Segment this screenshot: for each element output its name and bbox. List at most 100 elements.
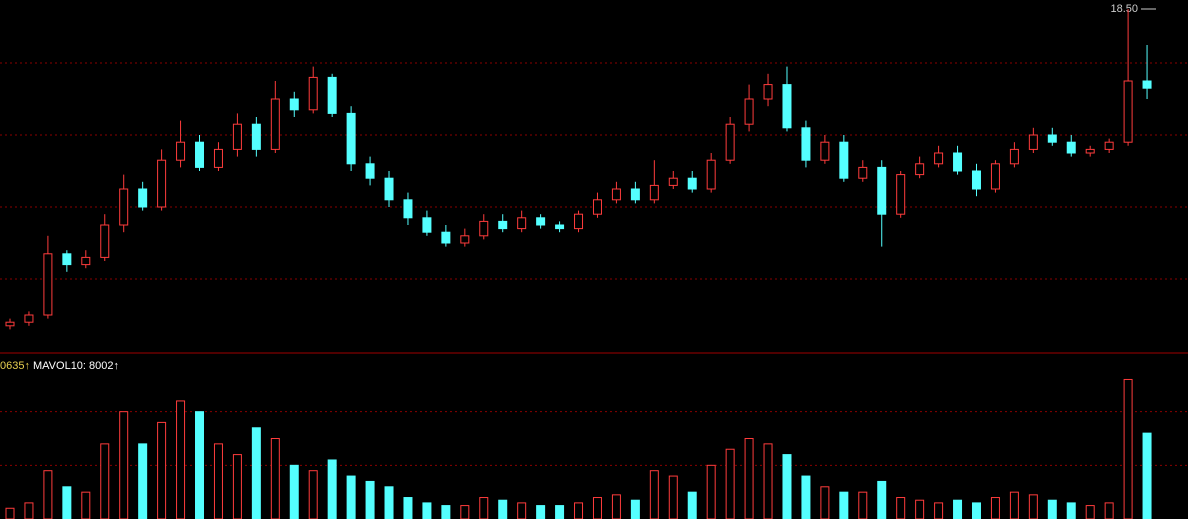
- candle-body: [630, 188, 640, 201]
- candle-body: [1085, 148, 1095, 154]
- volume-bar: [763, 443, 773, 519]
- candle-body: [763, 84, 773, 100]
- volume-bar: [81, 491, 91, 519]
- candle-body: [611, 188, 621, 201]
- candle-body: [574, 213, 584, 230]
- candle-body: [896, 174, 906, 215]
- candle-body: [384, 177, 394, 201]
- candle-body: [365, 163, 375, 179]
- volume-bar: [346, 475, 356, 519]
- volume-bar: [555, 505, 565, 519]
- volume-bar: [138, 443, 148, 519]
- volume-bar: [915, 499, 925, 519]
- volume-bar: [251, 427, 261, 519]
- volume-bar: [839, 491, 849, 519]
- candle-body: [308, 76, 318, 111]
- volume-bar: [100, 443, 110, 519]
- volume-bar: [592, 497, 602, 519]
- candle-body: [782, 84, 792, 129]
- volume-bar: [1009, 491, 1019, 519]
- candle-body: [706, 159, 716, 190]
- candle-body: [555, 224, 565, 230]
- volume-bar: [517, 502, 527, 519]
- candle-body: [232, 123, 242, 150]
- candle-body: [479, 220, 489, 237]
- volume-bar: [308, 470, 318, 519]
- volume-bar: [403, 497, 413, 519]
- candle-body: [1104, 141, 1114, 150]
- volume-bar: [327, 459, 337, 519]
- volume-bar: [801, 475, 811, 519]
- candle-body: [1123, 80, 1133, 143]
- volume-bar: [195, 411, 205, 519]
- volume-bar: [744, 438, 754, 519]
- candle-body: [877, 166, 887, 215]
- volume-bar: [498, 499, 508, 519]
- candle-body: [687, 177, 697, 190]
- candle-body: [498, 220, 508, 230]
- volume-bar: [460, 505, 470, 519]
- volume-bar: [365, 480, 375, 519]
- volume-bar: [574, 502, 584, 519]
- candle-body: [195, 141, 205, 168]
- candle-body: [934, 152, 944, 165]
- candle-body: [1009, 148, 1019, 165]
- candle-body: [213, 148, 223, 168]
- volume-bar: [1066, 502, 1076, 519]
- candle-body: [971, 170, 981, 190]
- candle-body: [592, 199, 602, 215]
- candle-body: [725, 123, 735, 161]
- volume-bar: [289, 464, 299, 519]
- candle-body: [1142, 80, 1152, 89]
- volume-bar: [441, 505, 451, 519]
- volume-bar: [213, 443, 223, 519]
- volume-bar: [232, 454, 242, 519]
- candle-body: [536, 217, 546, 226]
- volume-bar: [953, 499, 963, 519]
- candle-body: [100, 224, 110, 258]
- candle-body: [327, 76, 337, 114]
- candle-body: [251, 123, 261, 150]
- candle-body: [403, 199, 413, 219]
- volume-bar: [422, 502, 432, 519]
- candle-body: [1028, 134, 1038, 150]
- candle-body: [176, 141, 186, 161]
- candle-body: [801, 127, 811, 161]
- candle-body: [668, 177, 678, 186]
- volume-bar: [896, 497, 906, 519]
- volume-bar: [62, 486, 72, 519]
- volume-bar: [630, 499, 640, 519]
- volume-bar: [668, 475, 678, 519]
- candle-body: [62, 253, 72, 266]
- candle-body: [1047, 134, 1057, 143]
- volume-bar: [934, 502, 944, 519]
- candle-body: [990, 163, 1000, 190]
- candle-body: [649, 184, 659, 201]
- volume-bar: [877, 480, 887, 519]
- volume-bar: [971, 502, 981, 519]
- candle-body: [5, 321, 15, 327]
- candle-body: [270, 98, 280, 150]
- volume-bar: [270, 438, 280, 519]
- candle-body: [24, 314, 34, 323]
- candle-body: [81, 256, 91, 266]
- candle-body: [915, 163, 925, 176]
- volume-bar: [157, 421, 167, 519]
- volume-bar: [649, 470, 659, 519]
- volume-bar: [43, 470, 53, 519]
- candle-body: [820, 141, 830, 161]
- volume-bar: [1142, 432, 1152, 519]
- volume-bar: [990, 497, 1000, 519]
- volume-bar: [119, 411, 129, 519]
- mavol5-label: 0635↑: [0, 360, 30, 372]
- candle-body: [858, 166, 868, 179]
- volume-bar: [611, 494, 621, 519]
- volume-bar: [858, 491, 868, 519]
- candle-body: [43, 253, 53, 316]
- candle-body: [744, 98, 754, 125]
- volume-bar: [479, 497, 489, 519]
- volume-bar: [5, 507, 15, 519]
- volume-bar: [536, 505, 546, 519]
- volume-bar: [1028, 494, 1038, 519]
